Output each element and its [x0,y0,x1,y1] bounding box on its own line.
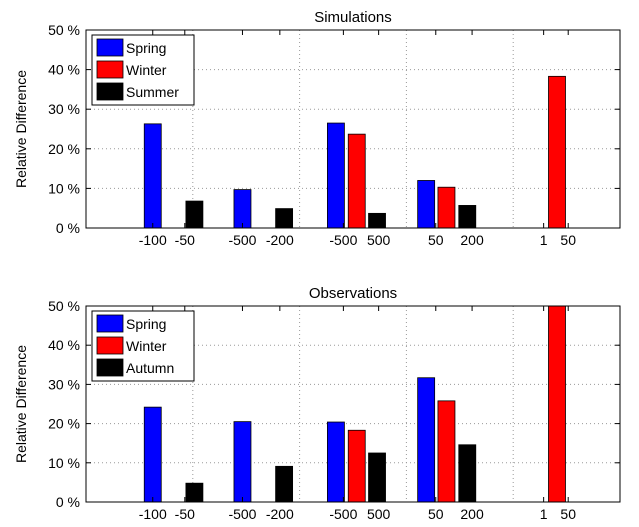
x-tick-label: -500 [228,232,256,248]
legend-label-spring: Spring [126,40,166,56]
bar-spring [417,377,436,503]
x-tick-label: -200 [266,506,294,522]
chart-title: Simulations [314,9,392,26]
legend: Spring Winter Summer [91,34,195,106]
y-tick-label: 0 % [56,220,80,236]
x-tick-label: 50 [560,232,576,248]
bar-autumn [368,452,386,503]
x-tick-label: -500 [329,506,357,522]
x-tick-label: 200 [460,232,484,248]
y-tick-label: 20 % [48,416,80,432]
chart-panel-2: 0 % 10 % 20 % 30 % 40 % 50 % -100 -50 -500 -200 -5… [13,285,621,522]
bar-spring [327,421,345,503]
legend-swatch-summer [96,82,124,101]
y-tick-label: 40 % [48,337,80,353]
legend-swatch-spring [96,314,124,333]
legend-label-summer: Summer [126,84,179,100]
bar-autumn [458,444,477,503]
bar-winter [548,75,566,229]
x-tick-label: 500 [367,506,391,522]
bar-autumn [185,482,204,503]
y-tick-label: 10 % [48,180,80,196]
x-tick-label: 1 [540,506,548,522]
bar-winter [437,400,456,503]
x-tick-label: 1 [540,232,548,248]
y-tick-label: 30 % [48,101,80,117]
bar-spring [233,189,252,229]
chart-panel-1: 0 % 10 % 20 % 30 % 40 % 50 % -100 -50 -500 -200 -5… [13,9,621,248]
x-tick-label: -200 [266,232,294,248]
bar-spring [233,421,252,503]
x-tick-label: -100 [139,232,167,248]
bar-winter [347,133,366,229]
legend-swatch-autumn [96,358,124,377]
y-tick-label: 0 % [56,494,80,510]
x-tick-label: 50 [428,232,444,248]
axes-box [85,29,621,229]
bar-spring [417,180,436,229]
bar-summer [185,200,204,229]
chart-title: Observations [309,285,397,302]
y-tick-label: 50 % [48,298,80,314]
legend-label-autumn: Autumn [126,360,174,376]
axes-box [85,305,621,503]
legend-swatch-winter [96,336,124,355]
bar-autumn [275,465,294,503]
bar-winter [437,186,456,229]
legend-label-winter: Winter [126,62,167,78]
y-tick-label: 10 % [48,455,80,471]
legend-label-spring: Spring [126,316,166,332]
bar-spring [327,122,345,229]
legend: Spring Winter Autumn [91,310,195,382]
bar-summer [458,205,477,229]
x-tick-label: -500 [329,232,357,248]
x-tick-label: -50 [175,506,195,522]
bar-summer [275,208,294,229]
y-tick-label: 50 % [48,22,80,38]
bar-summer [368,212,386,229]
x-tick-label: 500 [367,232,391,248]
x-tick-label: -100 [139,506,167,522]
bar-winter [347,429,366,503]
y-tick-label: 40 % [48,62,80,78]
bar-winter [548,305,566,503]
y-axis-label: Relative Difference [13,345,29,463]
bar-spring [143,406,162,503]
legend-swatch-winter [96,60,124,79]
x-tick-label: 200 [460,506,484,522]
y-tick-label: 20 % [48,141,80,157]
y-axis-label: Relative Difference [13,70,29,188]
x-tick-label: 50 [428,506,444,522]
bar-spring [143,123,162,229]
x-tick-label: -500 [228,506,256,522]
y-tick-label: 30 % [48,376,80,392]
x-tick-label: 50 [560,506,576,522]
x-tick-label: -50 [175,232,195,248]
legend-swatch-spring [96,38,124,57]
legend-label-winter: Winter [126,338,167,354]
